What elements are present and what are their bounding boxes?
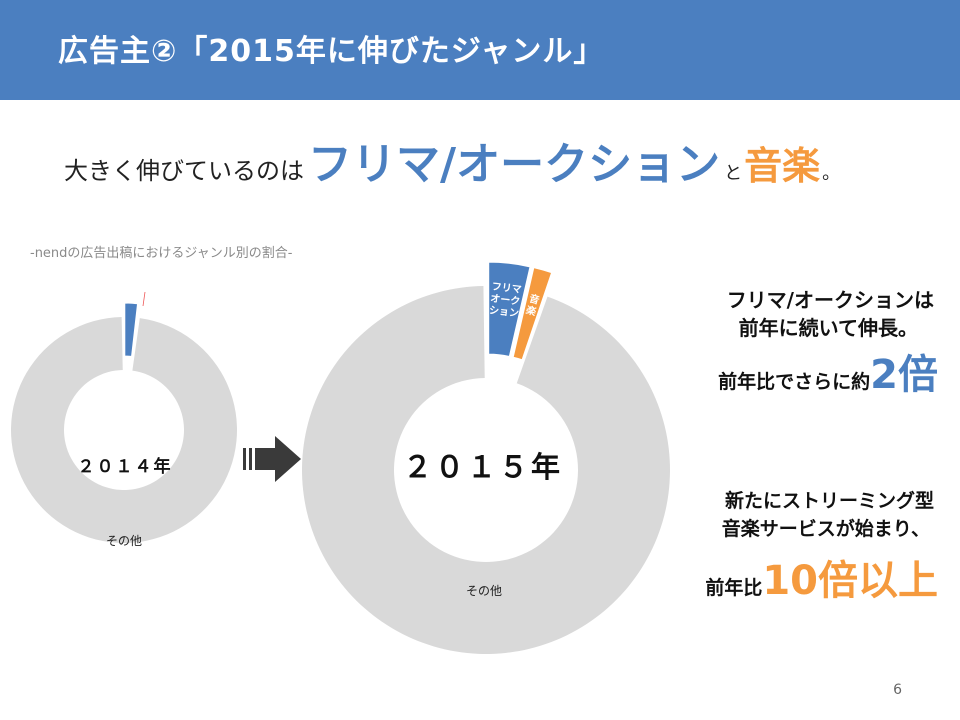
- note-line3-big: 2倍: [870, 352, 938, 398]
- slice-furima-label-line-2015: フリマ: [491, 281, 522, 296]
- title-bar: 広告主②「2015年に伸びたジャンル」: [0, 0, 960, 100]
- note-line3-prefix: 前年比でさらに約: [718, 371, 871, 393]
- note-line6-big: 10倍以上: [762, 558, 938, 604]
- slice-other-2015: [301, 286, 670, 654]
- year-label-2015: ２０１５年: [402, 450, 563, 484]
- chart-subnote: -nendの広告出稿におけるジャンル別の割合-: [30, 246, 293, 261]
- right-arrow-icon: [243, 436, 301, 482]
- slice-music-label-line-2015: 音: [528, 292, 541, 307]
- slice-music-2014: [131, 303, 140, 358]
- note-line2: 前年に続いて伸長。: [738, 316, 918, 340]
- slice-furima-label-line-2015: ション: [488, 304, 519, 319]
- headline: 大きく伸びているのは フリマ/オークション と 音楽 。: [64, 128, 841, 190]
- note-line4: 新たにストリーミング型: [724, 490, 934, 512]
- headline-highlight-music: 音楽: [744, 144, 821, 188]
- music-slice-marker-2014: [142, 291, 146, 307]
- headline-highlight-furima: フリマ/オークション: [308, 139, 721, 190]
- slice-music-label-2015: 音楽: [524, 292, 541, 319]
- note-line6: 前年比10倍以上: [705, 548, 938, 606]
- note-line6-prefix: 前年比: [705, 577, 763, 599]
- note-line3: 前年比でさらに約2倍: [718, 342, 938, 400]
- slice-furima-2015: [488, 261, 531, 358]
- slice-music-2015: [512, 266, 553, 361]
- slice-furima-2014: [124, 302, 139, 357]
- headline-prefix: 大きく伸びているのは: [64, 157, 304, 185]
- headline-suffix: 。: [822, 163, 841, 184]
- page-number: 6: [893, 682, 902, 698]
- note-line1: フリマ/オークションは: [726, 288, 934, 312]
- slice-other-2014: [10, 317, 238, 543]
- slice-music-label-line-2015: 楽: [524, 303, 539, 319]
- headline-connector: と: [724, 163, 743, 184]
- other-label-2014: その他: [106, 534, 143, 548]
- other-label-2015: その他: [466, 584, 503, 598]
- year-label-2014: ２０１４年: [77, 457, 173, 477]
- page-title: 広告主②「2015年に伸びたジャンル」: [58, 34, 605, 69]
- note-line5: 音楽サービスが始まり、: [721, 518, 930, 540]
- slice-furima-label-line-2015: オーク: [490, 292, 521, 307]
- donut-chart-2014: [10, 291, 238, 543]
